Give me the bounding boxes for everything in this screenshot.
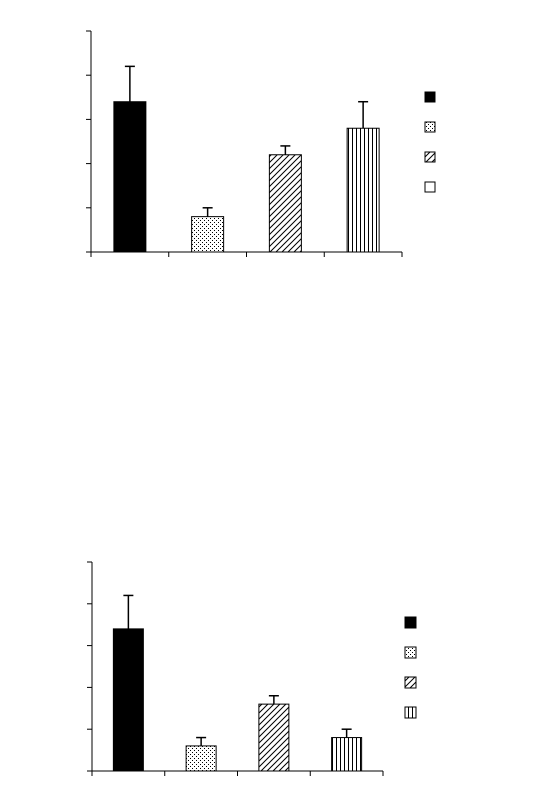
- bar: [331, 737, 363, 772]
- legend-swatch: [404, 676, 417, 689]
- bar: [112, 628, 144, 772]
- bar: [191, 216, 225, 253]
- legend-swatch: [424, 91, 436, 103]
- bar: [185, 745, 217, 772]
- legend-swatch: [424, 181, 436, 193]
- bar: [346, 127, 380, 253]
- legend-swatch: [404, 616, 417, 629]
- legend-swatch: [404, 706, 417, 719]
- bar: [113, 101, 147, 253]
- bar: [258, 703, 290, 772]
- legend-swatch: [424, 151, 436, 163]
- legend-swatch: [424, 121, 436, 133]
- bar: [268, 154, 302, 253]
- legend-swatch: [404, 646, 417, 659]
